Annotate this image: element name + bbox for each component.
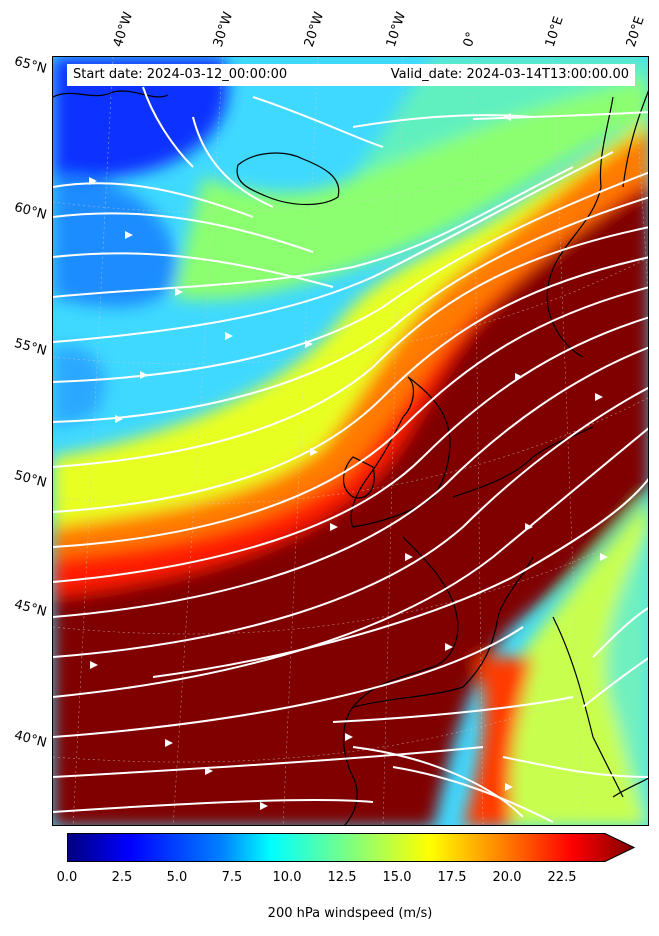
lon-label-0: 0° bbox=[460, 30, 480, 49]
valid-date-label: Valid_date: 2024-03-14T13:00:00.00 bbox=[390, 67, 629, 82]
colorbar-tick: 2.5 bbox=[111, 870, 133, 885]
colorbar-fill bbox=[67, 833, 635, 862]
map-panel bbox=[52, 56, 649, 826]
colorbar-tick: 7.5 bbox=[221, 870, 243, 885]
lat-label-60n: 60°N bbox=[12, 200, 49, 223]
streamlines bbox=[53, 86, 648, 823]
lon-label-20e: 20°E bbox=[623, 14, 648, 50]
lat-label-65n: 65°N bbox=[12, 54, 49, 77]
colorbar bbox=[67, 833, 635, 862]
colorbar-tick: 20.0 bbox=[492, 870, 522, 885]
lat-label-45n: 45°N bbox=[12, 597, 49, 620]
coastlines bbox=[53, 90, 648, 825]
date-info-bar: Start date: 2024-03-12_00:00:00 Valid_da… bbox=[67, 64, 635, 86]
start-date-label: Start date: 2024-03-12_00:00:00 bbox=[73, 67, 288, 82]
colorbar-tick: 12.5 bbox=[327, 870, 357, 885]
streamline-arrows bbox=[89, 113, 608, 810]
colorbar-label: 200 hPa windspeed (m/s) bbox=[267, 906, 433, 921]
lon-label-40w: 40°W bbox=[110, 10, 137, 49]
lon-label-30w: 30°W bbox=[210, 10, 237, 49]
lat-label-55n: 55°N bbox=[12, 336, 49, 359]
colorbar-tick: 5.0 bbox=[166, 870, 188, 885]
colorbar-tick: 10.0 bbox=[272, 870, 302, 885]
colorbar-tick: 15.0 bbox=[382, 870, 412, 885]
lon-label-10e: 10°E bbox=[542, 14, 567, 50]
colorbar-tick: 17.5 bbox=[437, 870, 467, 885]
colorbar-tick: 0.0 bbox=[56, 870, 78, 885]
lon-label-10w: 10°W bbox=[383, 10, 410, 49]
lon-label-20w: 20°W bbox=[301, 10, 328, 49]
windspeed-map bbox=[53, 57, 648, 825]
colorbar-tick: 22.5 bbox=[547, 870, 577, 885]
lat-label-40n: 40°N bbox=[12, 728, 49, 751]
lat-label-50n: 50°N bbox=[12, 468, 49, 491]
